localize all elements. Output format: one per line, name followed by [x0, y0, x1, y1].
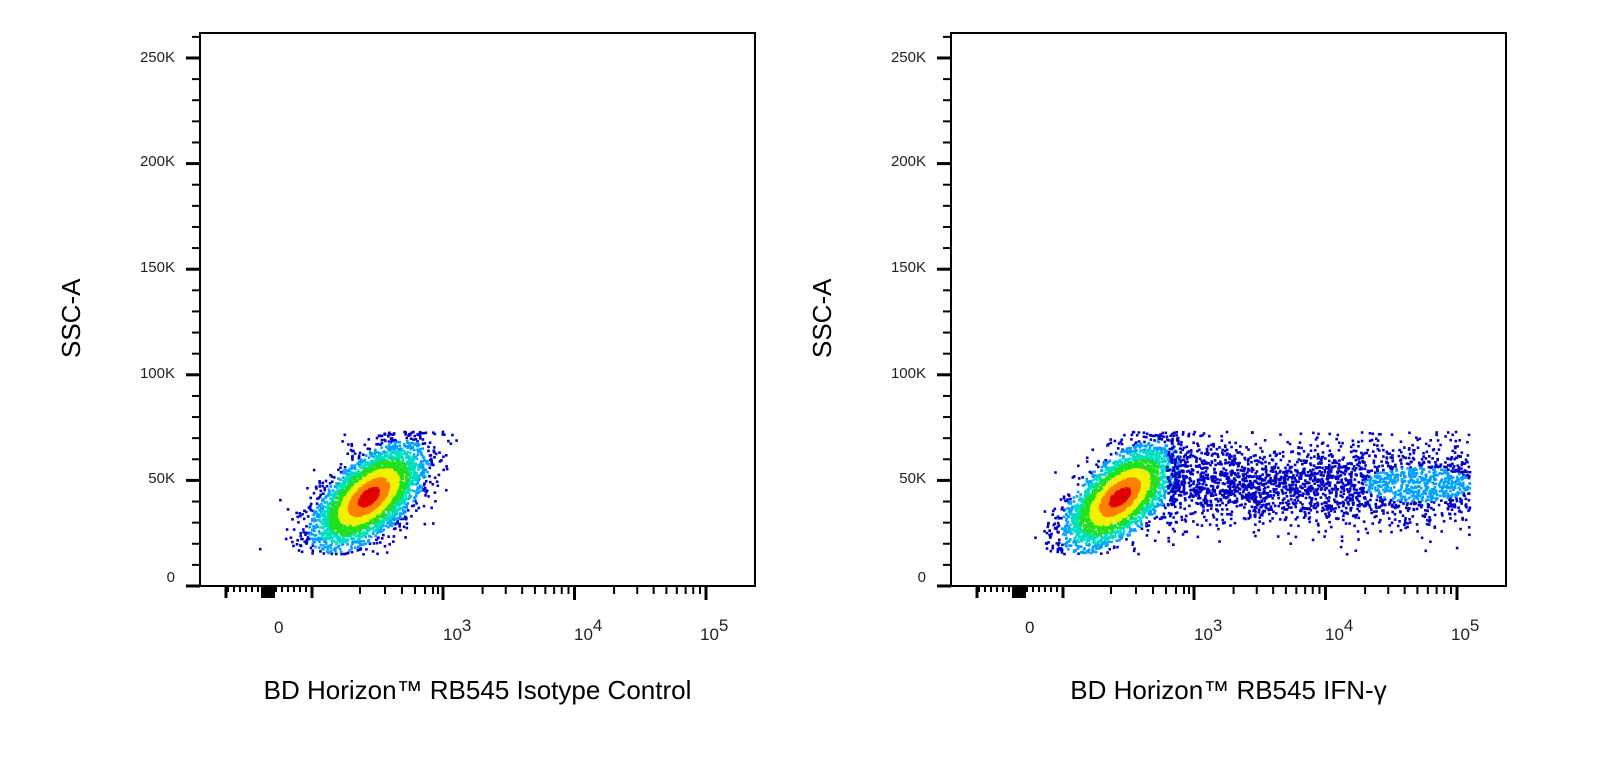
plot-isotype-svg: [186, 32, 756, 600]
x-axis-label: BD Horizon™ RB545 IFN-γ: [1070, 675, 1387, 705]
axes-ifng: [937, 32, 1507, 600]
scatter-points-isotype: [258, 430, 458, 556]
plot-panel-isotype: SSC-A 0 50K 100K 150K 200K 250K 0 103 10…: [56, 32, 756, 705]
y-axis-label: SSC-A: [56, 278, 86, 358]
y-tick-200k: 200K: [890, 153, 926, 170]
y-tick-0: 0: [166, 569, 175, 586]
y-tick-50k: 50K: [148, 470, 175, 487]
x-tick-1e3: 103: [443, 616, 472, 644]
x-tick-1e4: 104: [574, 616, 603, 644]
x-tick-0: 0: [274, 618, 284, 637]
plot-panel-ifng: SSC-A 0 50K 100K 150K 200K 250K 0 103 10…: [751, 0, 1563, 757]
y-tick-100k: 100K: [890, 365, 926, 382]
x-tick-1e3: 103: [1194, 616, 1223, 644]
x-axis-label: BD Horizon™ RB545 Isotype Control: [263, 675, 692, 705]
y-tick-250k: 250K: [139, 49, 175, 66]
x-tick-1e4: 104: [1325, 616, 1354, 644]
y-tick-0: 0: [917, 569, 926, 586]
x-tick-1e5: 105: [1451, 616, 1480, 644]
x-tick-0: 0: [1025, 618, 1035, 637]
axes-isotype: [186, 32, 756, 600]
y-tick-100k: 100K: [139, 365, 175, 382]
y-tick-250k: 250K: [890, 49, 926, 66]
y-tick-50k: 50K: [899, 470, 926, 487]
y-tick-200k: 200K: [139, 153, 175, 170]
y-tick-150k: 150K: [890, 259, 926, 276]
y-axis-label: SSC-A: [807, 278, 837, 358]
scatter-points-ifng: [1034, 430, 1472, 556]
x-tick-1e5: 105: [700, 616, 729, 644]
y-tick-150k: 150K: [139, 259, 175, 276]
plot-ifng-svg: [937, 32, 1507, 600]
